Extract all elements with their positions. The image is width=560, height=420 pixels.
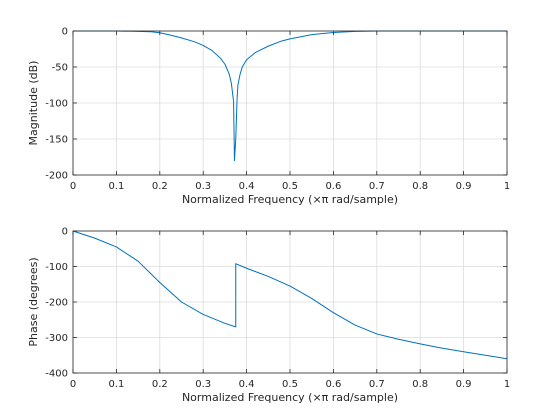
magnitude-x-tick-label: 0.5 bbox=[282, 181, 298, 192]
phase-x-tick-label: 0.9 bbox=[456, 379, 472, 390]
magnitude-x-tick-labels: 0 0.1 0.2 0.3 0.4 0.5 0.6 0.7 0.8 0.9 1 bbox=[70, 181, 510, 192]
magnitude-y-axis-label: Magnitude (dB) bbox=[27, 61, 40, 146]
magnitude-x-tick-label: 0.7 bbox=[369, 181, 385, 192]
phase-x-tick-label: 0.8 bbox=[412, 379, 428, 390]
magnitude-x-tick-label: 0 bbox=[70, 181, 76, 192]
magnitude-x-tick-label: 0.3 bbox=[195, 181, 211, 192]
magnitude-x-tick-label: 0.8 bbox=[412, 181, 428, 192]
magnitude-x-tick-label: 0.4 bbox=[239, 181, 255, 192]
magnitude-y-tick-label: 0 bbox=[62, 27, 68, 38]
magnitude-grid bbox=[72, 30, 508, 176]
phase-x-tick-label: 0.3 bbox=[195, 379, 211, 390]
phase-x-tick-label: 0.4 bbox=[239, 379, 255, 390]
magnitude-y-tick-label: -100 bbox=[45, 99, 68, 110]
magnitude-x-axis-label: Normalized Frequency (×π rad/sample) bbox=[182, 193, 398, 206]
phase-x-tick-label: 0.5 bbox=[282, 379, 298, 390]
magnitude-x-tick-label: 1 bbox=[504, 181, 510, 192]
magnitude-x-tick-label: 0.9 bbox=[456, 181, 472, 192]
phase-grid bbox=[72, 230, 508, 374]
magnitude-y-tick-labels: 0 -50 -100 -150 -200 bbox=[45, 27, 68, 182]
phase-x-tick-labels: 0 0.1 0.2 0.3 0.4 0.5 0.6 0.7 0.8 0.9 1 bbox=[70, 379, 510, 390]
phase-x-tick-label: 1 bbox=[504, 379, 510, 390]
magnitude-y-tick-label: -200 bbox=[45, 171, 68, 182]
phase-x-axis-label: Normalized Frequency (×π rad/sample) bbox=[182, 391, 398, 404]
phase-x-tick-label: 0.1 bbox=[108, 379, 124, 390]
magnitude-y-tick-label: -150 bbox=[45, 135, 68, 146]
magnitude-plot: 0 0.1 0.2 0.3 0.4 0.5 0.6 0.7 0.8 0.9 1 0 -50 -100 -1… bbox=[27, 27, 510, 207]
phase-plot: 0 0.1 0.2 0.3 0.4 0.5 0.6 0.7 0.8 0.9 1 0 -100 -200 -… bbox=[27, 227, 510, 405]
phase-line bbox=[72, 230, 508, 360]
phase-y-tick-label: -100 bbox=[45, 262, 68, 273]
phase-x-tick-label: 0 bbox=[70, 379, 76, 390]
phase-y-axis-label: Phase (degrees) bbox=[27, 257, 40, 346]
phase-y-tick-label: -200 bbox=[45, 298, 68, 309]
phase-x-tick-label: 0.7 bbox=[369, 379, 385, 390]
magnitude-x-tick-label: 0.6 bbox=[325, 181, 341, 192]
magnitude-line bbox=[73, 30, 507, 162]
phase-y-tick-label: -400 bbox=[45, 369, 68, 380]
phase-y-tick-label: -300 bbox=[45, 333, 68, 344]
magnitude-x-tick-label: 0.2 bbox=[152, 181, 168, 192]
phase-y-tick-label: 0 bbox=[62, 227, 68, 238]
magnitude-y-tick-label: -50 bbox=[52, 63, 68, 74]
phase-x-tick-label: 0.2 bbox=[152, 379, 168, 390]
phase-y-tick-labels: 0 -100 -200 -300 -400 bbox=[45, 227, 68, 380]
phase-x-tick-label: 0.6 bbox=[325, 379, 341, 390]
magnitude-x-tick-label: 0.1 bbox=[108, 181, 124, 192]
